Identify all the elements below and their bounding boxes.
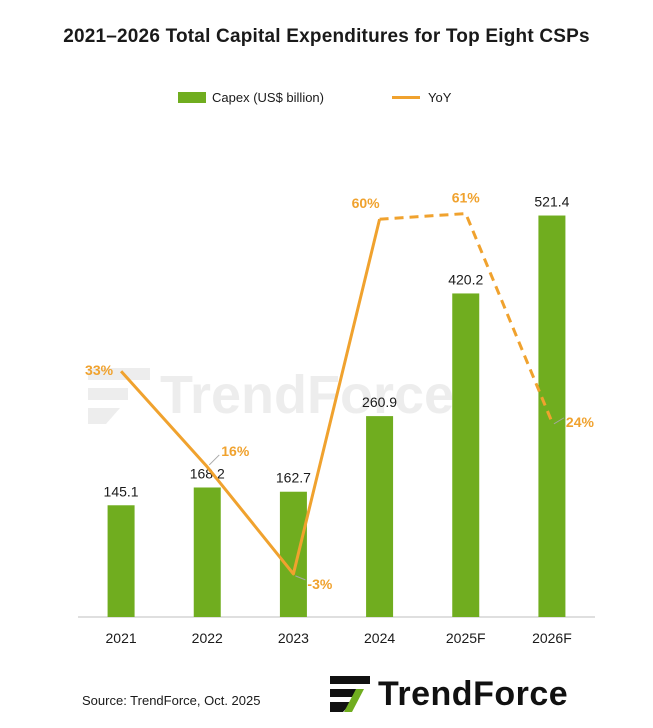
bar-2025F xyxy=(452,293,480,617)
yoy-label-2024: 60% xyxy=(352,195,381,211)
yoy-leader-2026F xyxy=(553,417,565,425)
x-tick-label-2026F: 2026F xyxy=(532,630,572,646)
yoy-line-actual xyxy=(119,218,382,576)
yoy-leader-2023 xyxy=(295,575,306,581)
yoy-leader-2022 xyxy=(208,454,220,466)
legend-item-yoy: YoY xyxy=(392,90,451,105)
trendforce-logo-icon xyxy=(330,676,370,712)
x-tick-label-2025F: 2025F xyxy=(446,630,486,646)
watermark-text: TrendForce xyxy=(160,365,455,425)
legend-item-capex: Capex (US$ billion) xyxy=(178,90,324,105)
trendforce-logo: TrendForce xyxy=(330,672,568,716)
x-tick-label-2022: 2022 xyxy=(192,630,223,646)
yoy-label-2023: -3% xyxy=(307,576,332,592)
bar-label-2023: 162.7 xyxy=(276,470,311,486)
bar-label-2024: 260.9 xyxy=(362,394,397,410)
legend-swatch-line xyxy=(392,96,420,99)
legend: Capex (US$ billion) YoY xyxy=(0,90,653,110)
x-tick-label-2021: 2021 xyxy=(106,630,137,646)
source-note: Source: TrendForce, Oct. 2025 xyxy=(82,693,261,708)
chart-title: 2021–2026 Total Capital Expenditures for… xyxy=(63,26,590,47)
legend-label-yoy: YoY xyxy=(428,90,452,105)
bar-label-2021: 145.1 xyxy=(104,483,139,499)
watermark-logo-icon xyxy=(88,368,150,424)
yoy-label-2022: 16% xyxy=(221,443,250,459)
x-tick-label-2023: 2023 xyxy=(278,630,309,646)
bar-label-2026F: 521.4 xyxy=(534,194,569,210)
bar-2022 xyxy=(193,487,221,617)
yoy-label-2021: 33% xyxy=(85,362,114,378)
legend-label-capex: Capex (US$ billion) xyxy=(212,90,324,105)
yoy-label-2025F: 61% xyxy=(452,190,481,206)
bar-2026F xyxy=(538,215,566,617)
bar-label-2025F: 420.2 xyxy=(448,271,483,287)
logo-text: TrendForce xyxy=(378,674,569,713)
x-tick-label-2024: 2024 xyxy=(364,630,395,646)
watermark: TrendForce xyxy=(86,360,556,430)
bar-2023 xyxy=(279,491,307,617)
bar-2024 xyxy=(366,416,394,617)
yoy-label-2026F: 24% xyxy=(566,414,595,430)
bar-2021 xyxy=(107,505,135,617)
legend-swatch-bar xyxy=(178,92,206,103)
